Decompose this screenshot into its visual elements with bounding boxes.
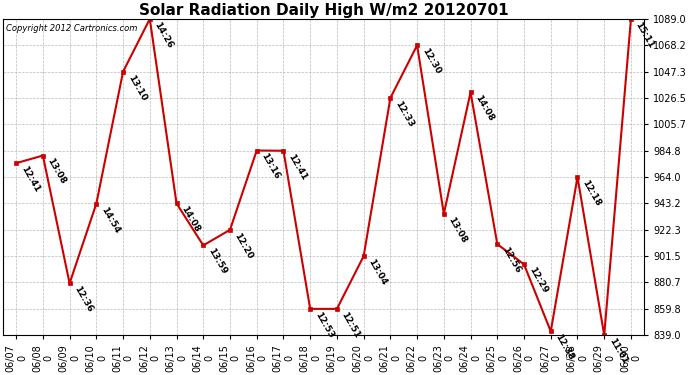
Text: 12:33: 12:33 [393,99,415,129]
Text: 13:59: 13:59 [206,247,228,276]
Text: 14:26: 14:26 [152,20,175,50]
Text: 12:56: 12:56 [500,246,522,275]
Text: 12:53: 12:53 [313,310,335,339]
Title: Solar Radiation Daily High W/m2 20120701: Solar Radiation Daily High W/m2 20120701 [139,3,509,18]
Text: 13:16: 13:16 [259,152,282,181]
Text: 12:30: 12:30 [420,46,442,76]
Text: 14:08: 14:08 [179,205,201,234]
Text: 14:54: 14:54 [99,205,121,234]
Text: 12:38: 12:38 [553,333,575,362]
Text: 12:36: 12:36 [72,285,95,314]
Text: 13:04: 13:04 [366,258,388,287]
Text: 12:51: 12:51 [339,310,362,339]
Text: 12:18: 12:18 [580,178,602,208]
Text: 11:01: 11:01 [607,337,629,366]
Text: 12:41: 12:41 [19,165,41,194]
Text: 12:20: 12:20 [233,231,255,260]
Text: Copyright 2012 Cartronics.com: Copyright 2012 Cartronics.com [6,24,137,33]
Text: 13:10: 13:10 [126,73,148,102]
Text: 12:29: 12:29 [526,266,549,295]
Text: 14:08: 14:08 [473,94,495,123]
Text: 12:41: 12:41 [286,152,308,182]
Text: 13:08: 13:08 [46,157,68,186]
Text: 13:08: 13:08 [446,215,469,244]
Text: 15:11: 15:11 [633,20,656,50]
